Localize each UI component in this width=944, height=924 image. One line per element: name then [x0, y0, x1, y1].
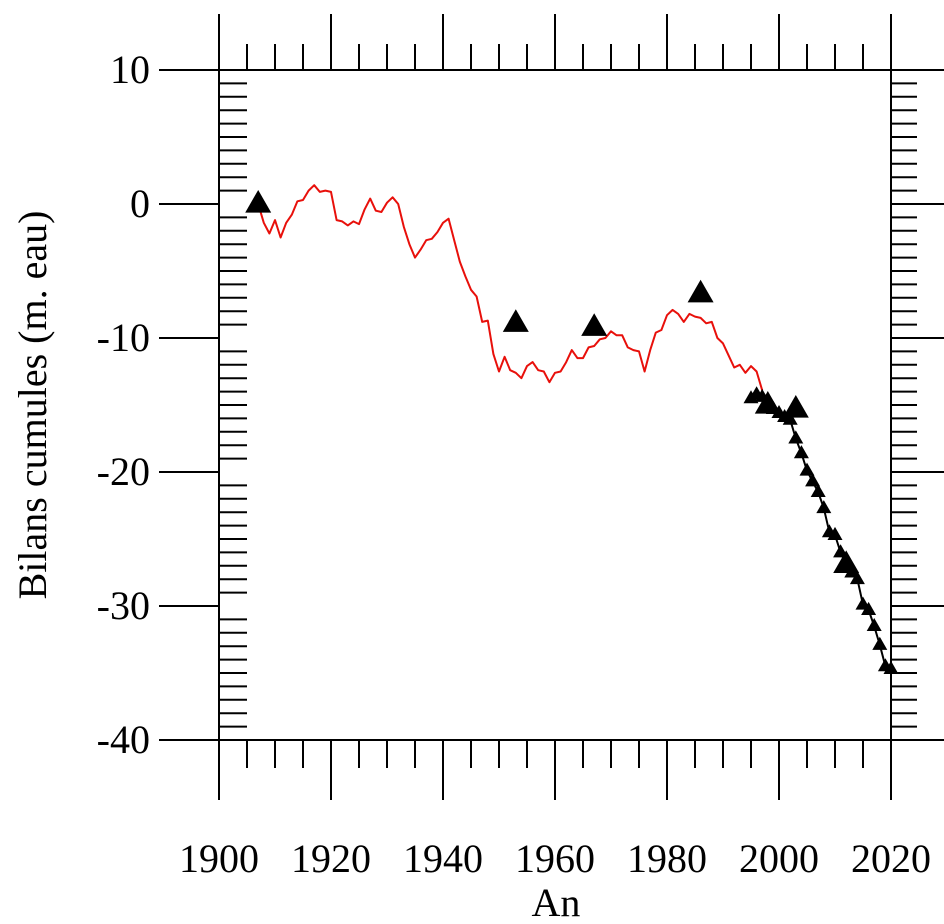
large-triangle-marker — [782, 394, 809, 418]
y-tick-label: -30 — [97, 583, 150, 628]
small-triangle-marker — [861, 601, 877, 615]
red-series-line — [257, 184, 764, 391]
x-tick-label: 1940 — [403, 836, 483, 881]
x-tick-label: 1920 — [291, 836, 371, 881]
x-tick-label: 1980 — [627, 836, 707, 881]
large-triangle-marker — [581, 313, 608, 336]
small-triangle-marker — [782, 411, 798, 425]
large-triangle-marker — [833, 550, 860, 574]
small-triangle-marker — [883, 660, 899, 674]
y-axis-title: Bilans cumules (m. eau) — [10, 211, 55, 600]
large-triangle-marker — [245, 189, 272, 213]
y-tick-label: -40 — [97, 717, 150, 762]
large-triangle-marker — [687, 279, 714, 303]
small-triangle-marker — [810, 484, 826, 498]
small-triangle-marker — [849, 571, 865, 585]
x-tick-label: 1900 — [179, 836, 259, 881]
x-tick-label: 2020 — [851, 836, 931, 881]
x-axis-title: An — [532, 880, 581, 924]
small-triangle-marker — [788, 430, 804, 444]
series — [245, 184, 899, 674]
y-tick-label: 0 — [130, 181, 150, 226]
large-triangle-marker — [502, 309, 529, 332]
y-tick-label: -20 — [97, 449, 150, 494]
small-triangle-marker — [872, 636, 888, 650]
y-tick-label: -10 — [97, 315, 150, 360]
large-triangle-marker — [754, 390, 781, 414]
x-tick-label: 2000 — [739, 836, 819, 881]
x-tick-label: 1960 — [515, 836, 595, 881]
tick-marks — [159, 14, 944, 800]
small-triangle-marker — [866, 618, 882, 632]
y-tick-label: 10 — [110, 47, 150, 92]
small-triangle-marker — [827, 526, 843, 540]
small-triangle-marker — [799, 462, 815, 476]
small-triangle-marker — [816, 500, 832, 514]
small-triangle-marker — [805, 473, 821, 487]
small-triangle-marker — [793, 445, 809, 459]
tick-labels: 1900 1920 1940 1960 1980 2000 2020 10 0 -10 -20 -30… — [97, 47, 931, 881]
